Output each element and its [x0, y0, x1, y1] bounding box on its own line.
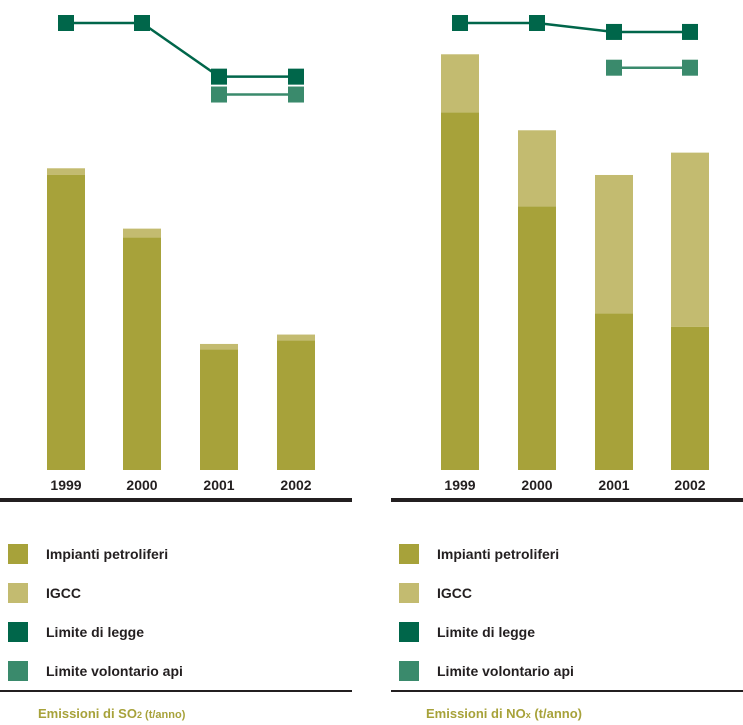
- marker-limite_legge: [682, 23, 698, 40]
- bar-igcc-2002: [277, 334, 315, 341]
- bar-igcc-2001: [200, 343, 238, 350]
- legend-item-limite_volontario: Limite volontario api: [8, 651, 183, 690]
- caption-unit: (t/anno): [141, 709, 186, 721]
- legend-swatch: [399, 582, 419, 603]
- bar-impianti-1999: [441, 112, 479, 471]
- bar-igcc-2001: [595, 174, 633, 314]
- x-tick-label: 1999: [444, 477, 475, 493]
- axis-rule: [0, 498, 352, 502]
- marker-limite_legge: [288, 68, 304, 85]
- marker-limite_volontario: [211, 86, 227, 103]
- legend-swatch: [399, 660, 419, 681]
- legend-label: Impianti petroliferi: [437, 545, 560, 562]
- axis-rule: [391, 498, 743, 502]
- marker-limite_volontario: [682, 59, 698, 76]
- bar-impianti-2001: [200, 349, 238, 470]
- bar-igcc-1999: [441, 54, 479, 113]
- bar-igcc-2000: [518, 130, 556, 207]
- legend-swatch: [399, 543, 419, 564]
- legend-item-limite_volontario: Limite volontario api: [399, 651, 574, 690]
- legend-label: Limite volontario api: [46, 662, 183, 679]
- marker-limite_legge: [452, 15, 468, 31]
- x-tick-label: 2000: [521, 477, 552, 493]
- legend-swatch: [399, 621, 419, 642]
- bar-impianti-2000: [123, 237, 161, 470]
- marker-limite_legge: [529, 15, 545, 31]
- bar-igcc-2000: [123, 228, 161, 238]
- legend-item-limite_legge: Limite di legge: [399, 612, 574, 651]
- divider: [0, 690, 352, 692]
- legend-label: Impianti petroliferi: [46, 545, 169, 562]
- marker-limite_legge: [606, 23, 622, 40]
- legend-item-limite_legge: Limite di legge: [8, 612, 183, 651]
- nox-chart: 1999 2000 2001 2002: [441, 15, 709, 493]
- x-tick-label: 2002: [674, 477, 705, 493]
- caption-prefix: Emissioni di NO: [426, 706, 526, 721]
- legend-item-igcc: IGCC: [399, 573, 574, 612]
- so2-legend: Impianti petroliferi IGCC Limite di legge L…: [8, 534, 183, 690]
- bar-impianti-2002: [671, 326, 709, 470]
- x-tick-label: 1999: [50, 477, 81, 493]
- legend-label: IGCC: [437, 584, 472, 601]
- legend-label: Limite di legge: [437, 623, 536, 640]
- bar-impianti-2001: [595, 313, 633, 470]
- marker-limite_volontario: [288, 86, 304, 103]
- legend-swatch: [8, 660, 28, 681]
- legend-swatch: [8, 621, 28, 642]
- so2-chart: 1999 2000 2001 2002: [47, 15, 315, 493]
- legend-label: Limite di legge: [46, 623, 145, 640]
- legend-item-igcc: IGCC: [8, 573, 183, 612]
- bar-impianti-1999: [47, 174, 85, 471]
- legend-label: Limite volontario api: [437, 662, 574, 679]
- legend-swatch: [8, 543, 28, 564]
- legend-label: IGCC: [46, 584, 81, 601]
- caption-unit: (t/anno): [530, 706, 582, 721]
- marker-limite_legge: [134, 15, 150, 31]
- bar-impianti-2002: [277, 340, 315, 470]
- bar-impianti-2000: [518, 206, 556, 470]
- nox-legend: Impianti petroliferi IGCC Limite di legge L…: [399, 534, 574, 690]
- nox-chart-panel: 1999 2000 2001 2002 Impianti petroliferi IGC…: [391, 0, 743, 725]
- legend-item-impianti: Impianti petroliferi: [399, 534, 574, 573]
- x-tick-label: 2001: [598, 477, 629, 493]
- marker-limite_legge: [211, 68, 227, 85]
- so2-caption: Emissioni di SO2 (t/anno): [38, 706, 185, 721]
- x-tick-label: 2000: [126, 477, 157, 493]
- marker-limite_legge: [58, 15, 74, 31]
- so2-chart-panel: 1999 2000 2001 2002 Impianti petroliferi IGC…: [0, 0, 352, 725]
- bar-igcc-2002: [671, 152, 709, 327]
- bar-igcc-1999: [47, 168, 85, 175]
- legend-swatch: [8, 582, 28, 603]
- line-limite_legge: [460, 21, 690, 34]
- marker-limite_volontario: [606, 59, 622, 76]
- legend-item-impianti: Impianti petroliferi: [8, 534, 183, 573]
- line-limite_legge: [66, 21, 296, 78]
- caption-prefix: Emissioni di SO: [38, 706, 137, 721]
- divider: [391, 690, 743, 692]
- caption-subscript: x: [525, 710, 531, 720]
- nox-caption: Emissioni di NOx (t/anno): [426, 706, 582, 721]
- x-tick-label: 2001: [203, 477, 234, 493]
- caption-subscript: 2: [136, 710, 142, 720]
- x-tick-label: 2002: [280, 477, 311, 493]
